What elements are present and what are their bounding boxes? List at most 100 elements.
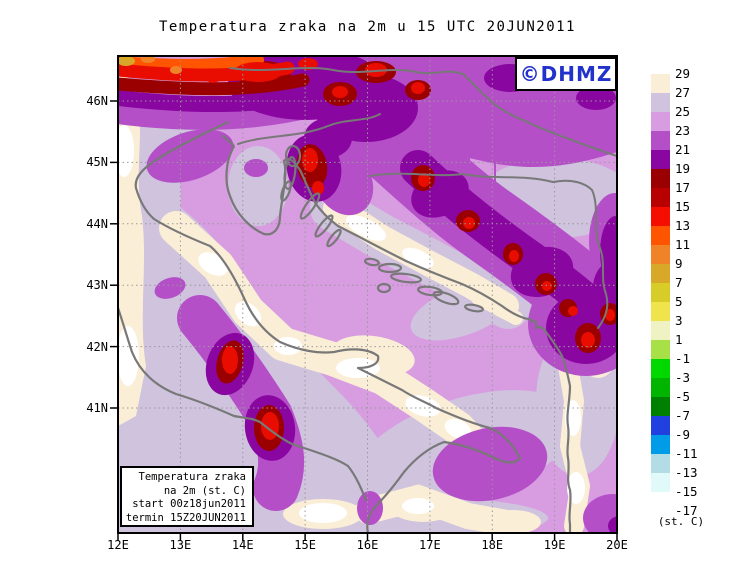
colorbar-swatch: [651, 454, 670, 473]
colorbar-row: -11: [651, 446, 698, 473]
colorbar-label: 3: [675, 313, 683, 328]
x-axis-label: 14E: [231, 538, 254, 552]
info-box-line: Temperatura zraka: [138, 471, 246, 483]
colorbar-label: 25: [675, 104, 691, 119]
colorbar-swatch: [651, 416, 670, 435]
colorbar-row: -15: [651, 484, 698, 511]
colorbar-bottom-label: -17: [675, 503, 698, 518]
colorbar-label: -3: [675, 370, 691, 385]
x-axis-label: 19E: [543, 538, 566, 552]
colorbar-label: 17: [675, 180, 691, 195]
colorbar-label: -15: [675, 484, 698, 499]
colorbar-label: 13: [675, 218, 691, 233]
dhmz-logo-text: ©DHMZ: [519, 62, 613, 86]
y-axis-label: 46N: [86, 94, 108, 108]
colorbar-row: -13: [651, 465, 698, 492]
colorbar-row: 7: [651, 275, 683, 302]
colorbar-label: 15: [675, 199, 691, 214]
colorbar-label: 1: [675, 332, 683, 347]
colorbar-row: 19: [651, 161, 690, 188]
colorbar-row: 1: [651, 332, 683, 359]
dhmz-logo: ©DHMZ: [515, 57, 617, 91]
info-box-line: termin 15Z20JUN2011: [125, 511, 246, 524]
plot-frame: [110, 55, 618, 541]
colorbar-label: -9: [675, 427, 691, 442]
info-box-line: na 2m (st. C): [163, 484, 246, 497]
x-axis-label: 13E: [169, 538, 192, 552]
colorbar-label: -11: [675, 446, 698, 461]
colorbar-label: -1: [675, 351, 691, 366]
colorbar-label: 29: [675, 66, 691, 81]
colorbar-label: 9: [675, 256, 683, 271]
x-axis-label: 15E: [294, 538, 316, 552]
colorbar-blocks: 29 27 25 23 21: [651, 66, 698, 511]
colorbar-row: 3: [651, 313, 683, 340]
colorbar-row: 23: [651, 123, 690, 150]
colorbar-swatch: [651, 359, 670, 378]
colorbar-row: 13: [651, 218, 690, 245]
x-axis: 12E 13E 14E 15E 16E 17E 18E 19E 20E: [101, 538, 634, 552]
colorbar-swatch: [651, 188, 670, 207]
y-axis-label: 42N: [86, 339, 108, 354]
colorbar-swatch: [651, 93, 670, 112]
colorbar-swatch: [651, 302, 670, 321]
colorbar-swatch: [651, 131, 670, 150]
x-axis-label: 16E: [356, 538, 379, 552]
x-axis-label: 18E: [481, 538, 504, 552]
temperature-field: [118, 56, 617, 533]
colorbar-unit-label: (st. C): [657, 515, 705, 528]
info-box: Temperatura zraka na 2m (st. C) start 00z1…: [120, 466, 254, 527]
colorbar-label: 19: [675, 161, 691, 176]
colorbar-row: 9: [651, 256, 683, 283]
colorbar-row: 27: [651, 85, 690, 112]
x-axis-label: 12E: [107, 538, 129, 552]
colorbar-swatch: [651, 340, 670, 359]
colorbar-swatch: [651, 74, 670, 93]
colorbar-row: 11: [651, 237, 690, 264]
colorbar-row: -3: [651, 370, 690, 397]
colorbar-swatch: [651, 283, 670, 302]
colorbar-label: -7: [675, 408, 691, 423]
colorbar-swatch: [651, 435, 670, 454]
colorbar-swatch: [651, 226, 670, 245]
colorbar-swatch: [651, 245, 670, 264]
colorbar-label: 23: [675, 123, 691, 138]
coastline: [118, 120, 572, 533]
info-box-line: start 00z18jun2011: [132, 498, 246, 510]
colorbar-swatch: [651, 473, 670, 492]
colorbar-label: 5: [675, 294, 683, 309]
colorbar-swatch: [651, 492, 670, 511]
colorbar-row: 5: [651, 294, 683, 321]
page-title: Temperatura zraka na 2m u 15 UTC 20JUN20…: [158, 19, 576, 35]
colorbar-row: -5: [651, 389, 690, 416]
y-axis-label: 43N: [86, 278, 108, 293]
colorbar-label: 11: [675, 237, 691, 252]
colorbar-swatch: [651, 112, 670, 131]
colorbar-swatch: [651, 378, 670, 397]
colorbar-label: 27: [675, 85, 691, 100]
colorbar-row: 17: [651, 180, 690, 207]
colorbar-row: 15: [651, 199, 690, 226]
colorbar-row: -9: [651, 427, 690, 454]
y-axis-label: 44N: [86, 216, 108, 231]
colorbar-row: -7: [651, 408, 690, 435]
colorbar-label: 7: [675, 275, 683, 290]
x-axis-label: 17E: [419, 538, 441, 552]
colorbar-swatch: [651, 150, 670, 169]
colorbar-swatch: [651, 321, 670, 340]
colorbar-swatch: [651, 264, 670, 283]
colorbar-row: 29: [651, 66, 690, 93]
colorbar-row: -1: [651, 351, 690, 378]
y-axis: 46N 45N 44N 43N 42N 41N: [76, 94, 108, 415]
colorbar-swatch: [651, 207, 670, 226]
colorbar: 29 27 25 23 21: [651, 66, 704, 528]
colorbar-swatch: [651, 169, 670, 188]
colorbar-row: 25: [651, 104, 690, 131]
y-axis-label: 41N: [86, 400, 108, 415]
x-axis-label: 20E: [606, 538, 628, 552]
colorbar-swatch: [651, 397, 670, 416]
colorbar-row: 21: [651, 142, 690, 169]
colorbar-label: 21: [675, 142, 691, 157]
